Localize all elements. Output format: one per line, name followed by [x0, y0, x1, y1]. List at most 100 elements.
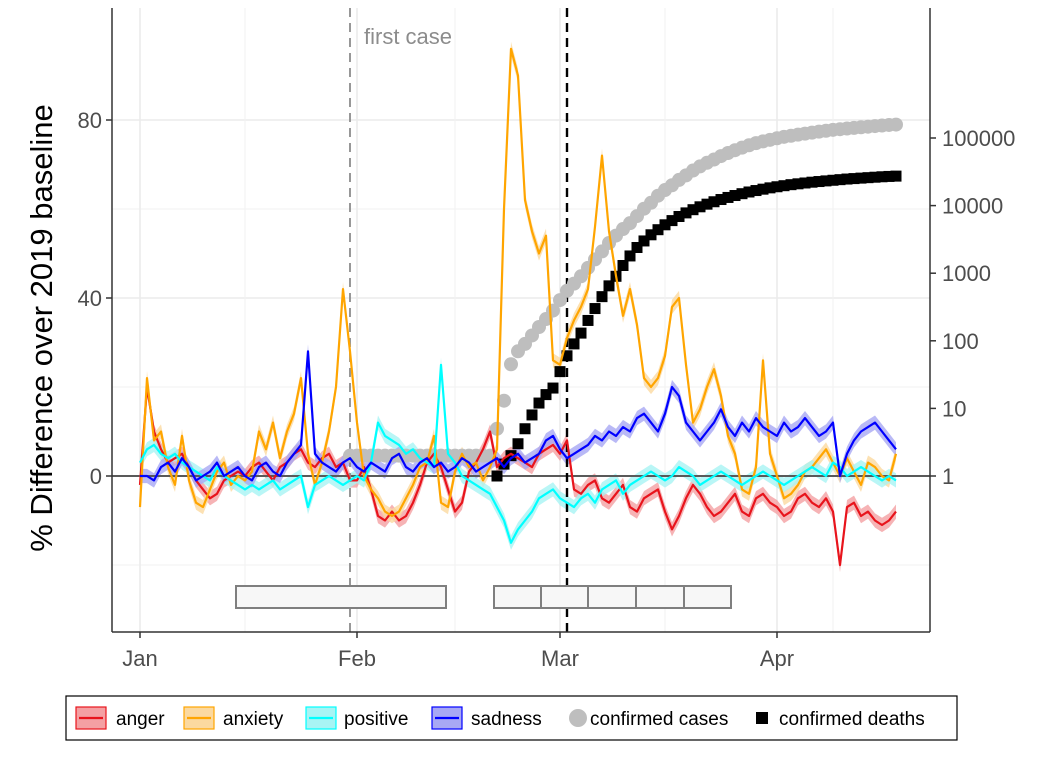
point-deaths: [673, 210, 685, 222]
y-left-tick-label: 0: [90, 464, 102, 489]
annotation-lines: [349, 8, 569, 632]
point-deaths: [554, 366, 566, 378]
point-deaths: [603, 280, 615, 292]
point-deaths: [834, 174, 846, 186]
legend-label: sadness: [471, 709, 542, 730]
y-right-tick-label: 10000: [942, 194, 1003, 219]
point-deaths: [498, 458, 510, 470]
point-deaths: [750, 185, 762, 197]
first-case-annotation: first case: [364, 24, 452, 49]
point-deaths: [722, 191, 734, 203]
tick-labels: 0 40 80 1 10 100 1000 10000 100000 Jan Feb Mar Apr: [78, 108, 1016, 671]
point-deaths: [575, 327, 587, 339]
legend-label: positive: [344, 709, 408, 730]
timeline-box: [683, 585, 732, 609]
y-right-tick-label: 1: [942, 464, 954, 489]
point-deaths: [736, 188, 748, 200]
point-cases: [497, 393, 511, 408]
line-positive: [139, 363, 897, 544]
point-deaths: [785, 179, 797, 191]
point-deaths: [764, 182, 776, 194]
timeline-box: [235, 585, 447, 609]
line-series: [138, 47, 898, 567]
point-deaths: [862, 172, 874, 184]
legend-label: confirmed cases: [590, 709, 728, 730]
legend-label: anxiety: [223, 709, 284, 730]
point-deaths: [519, 423, 531, 435]
point-deaths: [547, 382, 559, 394]
point-deaths: [645, 229, 657, 241]
y-right-tick-label: 100000: [942, 126, 1015, 151]
point-deaths: [694, 201, 706, 213]
point-deaths: [491, 470, 503, 482]
legend-key-deaths: [756, 712, 768, 724]
grid: [112, 8, 930, 632]
x-tick-label: Apr: [760, 646, 794, 671]
point-deaths: [582, 314, 594, 326]
axes: [111, 8, 931, 633]
y-right-tick-label: 10: [942, 396, 966, 421]
point-deaths: [652, 224, 664, 236]
y-left-tick-label: 40: [78, 286, 102, 311]
y-right-tick-label: 1000: [942, 261, 991, 286]
point-deaths: [820, 175, 832, 187]
point-deaths: [631, 241, 643, 253]
point-cases: [889, 117, 903, 132]
point-deaths: [771, 181, 783, 193]
point-deaths: [533, 397, 545, 409]
point-deaths: [638, 235, 650, 247]
line-anxiety: [138, 47, 898, 518]
legend-label: anger: [116, 709, 165, 730]
point-deaths: [806, 176, 818, 188]
point-deaths: [743, 186, 755, 198]
x-tick-label: Feb: [338, 646, 376, 671]
x-tick-label: Jan: [122, 646, 157, 671]
point-deaths: [708, 196, 720, 208]
point-deaths: [883, 170, 895, 182]
point-deaths: [841, 173, 853, 185]
point-deaths: [890, 170, 902, 182]
point-deaths: [792, 178, 804, 190]
line-anger: [138, 385, 897, 567]
point-deaths: [561, 350, 573, 362]
point-deaths: [624, 250, 636, 262]
point-deaths: [505, 450, 517, 462]
point-deaths: [589, 303, 601, 315]
point-cases: [504, 357, 518, 372]
point-deaths: [568, 338, 580, 350]
legend: anger anxiety positive sadness confirmed cas…: [65, 695, 958, 741]
timeline-box: [587, 585, 637, 609]
point-deaths: [666, 215, 678, 227]
point-deaths: [848, 173, 860, 185]
timeline-box: [540, 585, 589, 609]
point-deaths: [813, 176, 825, 188]
point-deaths: [799, 177, 811, 189]
point-deaths: [757, 183, 769, 195]
x-tick-label: Mar: [541, 646, 579, 671]
point-deaths: [827, 174, 839, 186]
point-deaths: [778, 180, 790, 192]
y-left-tick-label: 80: [78, 108, 102, 133]
point-deaths: [540, 389, 552, 401]
y-axis-label: % Difference over 2019 baseline: [24, 104, 59, 552]
point-deaths: [855, 172, 867, 184]
point-deaths: [659, 219, 671, 231]
point-deaths: [596, 291, 608, 303]
point-deaths: [701, 198, 713, 210]
line-sadness: [140, 350, 897, 482]
y-right-tick-label: 100: [942, 329, 979, 354]
point-deaths: [869, 171, 881, 183]
legend-label: confirmed deaths: [779, 709, 925, 730]
legend-key-cases: [569, 709, 587, 727]
point-deaths: [680, 207, 692, 219]
point-deaths: [526, 409, 538, 421]
point-deaths: [617, 259, 629, 271]
point-deaths: [687, 204, 699, 216]
point-deaths: [876, 171, 888, 183]
point-deaths: [715, 194, 727, 206]
timeline-box: [493, 585, 542, 609]
timeline-boxes: [235, 585, 732, 609]
point-deaths: [729, 190, 741, 202]
point-deaths: [512, 438, 524, 450]
